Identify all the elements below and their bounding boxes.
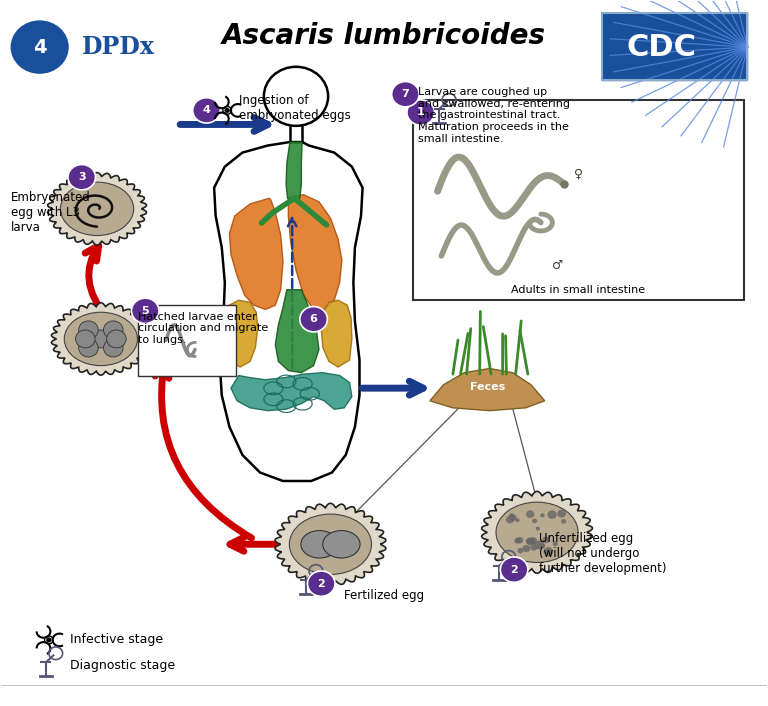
Text: DPDx: DPDx — [81, 35, 154, 59]
FancyBboxPatch shape — [602, 13, 747, 80]
Circle shape — [540, 513, 545, 517]
Text: 3: 3 — [78, 172, 85, 182]
Ellipse shape — [496, 502, 578, 563]
Circle shape — [107, 330, 126, 348]
Circle shape — [540, 544, 545, 549]
Circle shape — [46, 638, 51, 642]
Polygon shape — [430, 369, 545, 411]
Circle shape — [536, 527, 540, 531]
Text: 5: 5 — [141, 306, 149, 316]
Polygon shape — [288, 195, 342, 309]
Circle shape — [193, 97, 220, 123]
Text: ♂: ♂ — [552, 258, 564, 272]
FancyBboxPatch shape — [137, 305, 236, 376]
Text: Feces: Feces — [470, 382, 505, 392]
Ellipse shape — [290, 514, 372, 575]
Polygon shape — [321, 300, 352, 367]
Text: 1: 1 — [417, 107, 425, 117]
Ellipse shape — [301, 531, 338, 558]
Circle shape — [529, 537, 537, 544]
Ellipse shape — [65, 312, 137, 366]
Text: 7: 7 — [402, 89, 409, 100]
Polygon shape — [231, 373, 352, 411]
Text: 4: 4 — [203, 105, 210, 115]
Circle shape — [68, 164, 95, 190]
Circle shape — [75, 330, 95, 348]
Circle shape — [535, 541, 545, 549]
Polygon shape — [48, 172, 147, 245]
Circle shape — [544, 547, 553, 556]
Circle shape — [518, 548, 523, 554]
Circle shape — [224, 108, 230, 113]
Circle shape — [515, 518, 520, 522]
Text: 2: 2 — [317, 579, 325, 589]
Circle shape — [558, 510, 566, 517]
Circle shape — [553, 542, 558, 546]
Text: Ingestion of
embryonated eggs: Ingestion of embryonated eggs — [239, 95, 350, 122]
Circle shape — [78, 339, 98, 357]
Circle shape — [515, 538, 521, 544]
Circle shape — [91, 330, 111, 348]
Circle shape — [516, 537, 523, 544]
Circle shape — [527, 537, 535, 546]
Text: Embryonated
egg with L3
larva: Embryonated egg with L3 larva — [11, 191, 91, 234]
Text: Hatched larvae enter
circulation and migrate
to lungs.: Hatched larvae enter circulation and mig… — [137, 312, 268, 345]
Circle shape — [509, 514, 517, 521]
Text: Infective stage: Infective stage — [70, 633, 164, 647]
Circle shape — [541, 544, 545, 548]
Polygon shape — [482, 491, 592, 573]
Text: Adults in small intestine: Adults in small intestine — [511, 285, 645, 295]
Circle shape — [509, 513, 515, 518]
Circle shape — [11, 20, 68, 74]
Text: 2: 2 — [510, 565, 518, 575]
Text: Fertilized egg: Fertilized egg — [344, 589, 425, 602]
Circle shape — [542, 537, 549, 543]
FancyBboxPatch shape — [413, 100, 743, 300]
Polygon shape — [286, 142, 302, 200]
Circle shape — [561, 519, 566, 524]
Circle shape — [532, 518, 538, 523]
Text: 6: 6 — [310, 314, 317, 324]
Circle shape — [526, 510, 535, 518]
Circle shape — [522, 545, 531, 552]
Polygon shape — [51, 303, 151, 375]
Text: Diagnostic stage: Diagnostic stage — [70, 659, 175, 672]
Circle shape — [548, 510, 557, 519]
Circle shape — [78, 321, 98, 339]
Ellipse shape — [61, 182, 134, 236]
Ellipse shape — [323, 531, 360, 558]
Circle shape — [307, 571, 335, 597]
Text: CDC: CDC — [626, 32, 696, 61]
Circle shape — [407, 100, 435, 125]
Circle shape — [530, 544, 538, 551]
Circle shape — [525, 538, 533, 544]
Polygon shape — [276, 289, 319, 373]
Text: Larvae are coughed up
and swallowed, re-entering
the gastrointestinal tract.
Mat: Larvae are coughed up and swallowed, re-… — [419, 87, 571, 143]
Circle shape — [392, 82, 419, 107]
Text: 4: 4 — [33, 37, 46, 56]
Circle shape — [104, 321, 123, 339]
Text: ♀: ♀ — [574, 167, 583, 180]
Polygon shape — [230, 198, 283, 309]
Polygon shape — [225, 300, 258, 367]
Text: Unfertilized egg
(will not undergo
further development): Unfertilized egg (will not undergo furth… — [538, 532, 666, 575]
Text: Ascaris lumbricoides: Ascaris lumbricoides — [222, 23, 546, 51]
Circle shape — [500, 557, 528, 582]
Circle shape — [131, 298, 159, 323]
Circle shape — [506, 516, 514, 523]
Circle shape — [104, 339, 123, 357]
Polygon shape — [275, 503, 386, 585]
Circle shape — [300, 306, 327, 332]
